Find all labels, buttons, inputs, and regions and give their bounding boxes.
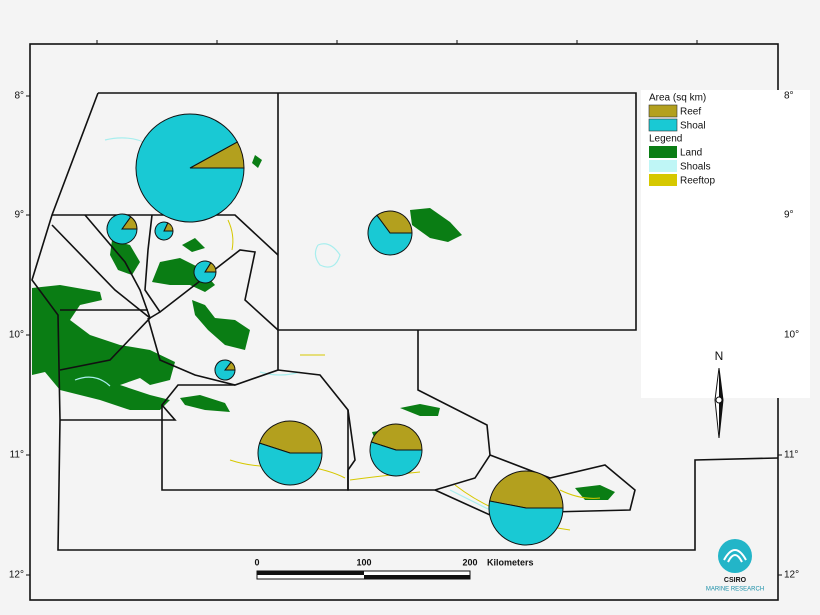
legend-label: Shoals: [680, 162, 711, 173]
scale-label: 0: [254, 557, 259, 567]
legend-label: Land: [680, 148, 702, 159]
north-label: N: [715, 349, 724, 363]
lat-label: 12°: [784, 570, 799, 581]
pie-shoal: [367, 214, 413, 256]
lat-label: 10°: [9, 330, 24, 341]
logo-division: MARINE RESEARCH: [706, 587, 764, 593]
lat-label: 11°: [10, 450, 24, 461]
pie-shoal: [369, 441, 423, 477]
lat-label: 11°: [784, 450, 798, 461]
north-arrow: [714, 367, 724, 439]
legend-swatch: [648, 118, 678, 132]
pie-reef: [258, 420, 323, 454]
pie-reef: [370, 423, 423, 451]
scale-label: 100: [356, 557, 371, 567]
scale-label: 200: [462, 557, 477, 567]
pie-shoal: [214, 359, 236, 381]
lat-label: 8°: [784, 91, 794, 102]
legend-swatch: [649, 160, 677, 172]
frame-ticks: [96, 40, 698, 44]
scale-bar: [256, 570, 471, 580]
legend-title: Legend: [649, 134, 682, 145]
logo-name: CSIRO: [724, 577, 747, 584]
pie-charts: [106, 113, 564, 546]
region-boundaries: [31, 92, 779, 551]
pie-shoal: [257, 442, 323, 486]
logo-mark: [718, 539, 752, 573]
pie-shoal: [106, 213, 138, 245]
lat-label: 9°: [14, 210, 24, 221]
legend-panel: [641, 90, 810, 398]
pie-shoal: [488, 500, 564, 546]
lat-label: 10°: [784, 330, 799, 341]
legend-swatch: [649, 174, 677, 186]
pie-shoal: [135, 113, 245, 223]
legend-title: Area (sq km): [649, 93, 706, 104]
legend-label: Reef: [680, 107, 701, 118]
lat-label: 9°: [784, 210, 794, 221]
legend-label: Shoal: [680, 121, 706, 132]
land: [32, 155, 615, 500]
pie-shoal: [193, 260, 217, 284]
legend-swatch: [649, 146, 677, 158]
legend-label: Reeftop: [680, 176, 715, 187]
pie-reef: [489, 470, 564, 509]
lat-label: 8°: [14, 91, 24, 102]
scale-unit: Kilometers: [487, 557, 534, 567]
legend-swatch: [648, 104, 678, 118]
lat-label: 12°: [9, 570, 24, 581]
pie-reef: [376, 210, 413, 234]
pie-shoal: [154, 221, 174, 241]
